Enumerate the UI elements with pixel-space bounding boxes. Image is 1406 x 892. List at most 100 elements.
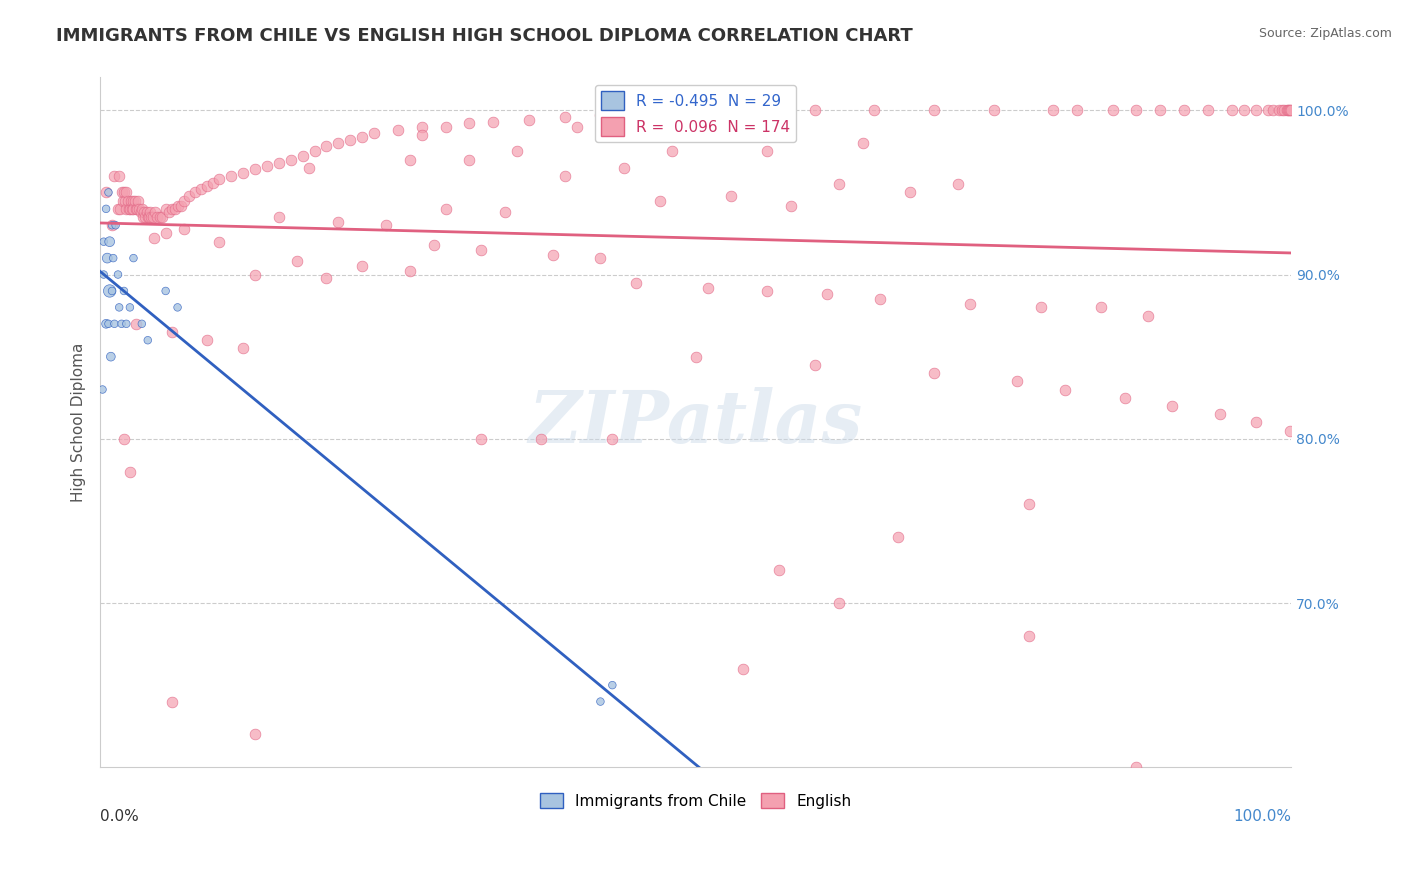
Point [94,317,117,331]
Point [103,317,125,331]
Point [1244,103,1267,118]
Point [157,205,180,219]
Point [827,596,849,610]
Point [517,113,540,128]
Point [685,104,707,119]
Point [108,169,131,183]
Point [138,210,160,224]
Point [1233,103,1256,118]
Point [1125,760,1147,774]
Point [1268,103,1291,118]
Point [983,103,1005,118]
Point [1031,301,1053,315]
Point [851,136,873,150]
Point [115,186,138,200]
Legend: Immigrants from Chile, English: Immigrants from Chile, English [534,787,858,814]
Point [685,350,707,364]
Point [110,317,132,331]
Point [190,182,212,196]
Point [1173,103,1195,118]
Point [613,161,636,175]
Point [387,123,409,137]
Point [232,166,254,180]
Point [166,198,188,212]
Point [129,205,152,219]
Point [898,186,921,200]
Point [1197,103,1219,118]
Point [1018,498,1040,512]
Point [733,662,755,676]
Point [780,198,803,212]
Point [1018,629,1040,643]
Point [1007,374,1029,388]
Point [170,198,193,212]
Point [756,284,779,298]
Point [115,202,138,216]
Point [434,202,457,216]
Point [375,219,398,233]
Point [1263,103,1285,118]
Point [602,128,624,142]
Point [97,317,120,331]
Point [136,333,159,347]
Point [112,186,135,200]
Point [541,248,564,262]
Point [101,219,124,233]
Point [1272,103,1295,118]
Point [1279,103,1302,118]
Point [94,202,117,216]
Point [1275,103,1298,118]
Point [118,202,141,216]
Point [328,136,350,150]
Point [124,194,146,208]
Point [122,194,145,208]
Point [458,116,481,130]
Point [149,210,172,224]
Point [97,186,120,200]
Point [297,161,319,175]
Point [125,317,148,331]
Point [887,530,910,544]
Point [565,120,588,134]
Point [184,186,207,200]
Point [195,333,218,347]
Point [589,108,612,122]
Point [804,103,827,118]
Text: 100.0%: 100.0% [1233,809,1291,823]
Point [98,235,121,249]
Point [267,156,290,170]
Point [280,153,302,167]
Text: Source: ZipAtlas.com: Source: ZipAtlas.com [1258,27,1392,40]
Point [554,110,576,124]
Point [1209,407,1232,421]
Point [315,139,337,153]
Point [922,366,945,380]
Point [173,221,195,235]
Point [267,210,290,224]
Y-axis label: High School Diploma: High School Diploma [72,343,86,502]
Point [112,432,135,446]
Point [122,251,145,265]
Point [398,153,420,167]
Point [91,383,114,397]
Point [352,260,374,274]
Point [291,149,314,163]
Point [103,169,125,183]
Point [128,202,150,216]
Point [179,188,201,202]
Point [101,219,124,233]
Point [121,202,143,216]
Point [146,210,169,224]
Point [96,251,118,265]
Point [243,268,266,282]
Point [93,235,115,249]
Point [115,317,138,331]
Point [107,268,129,282]
Point [506,145,529,159]
Point [1053,383,1076,397]
Point [114,194,136,208]
Point [173,194,195,208]
Point [104,219,127,233]
Point [1279,103,1302,118]
Point [304,145,326,159]
